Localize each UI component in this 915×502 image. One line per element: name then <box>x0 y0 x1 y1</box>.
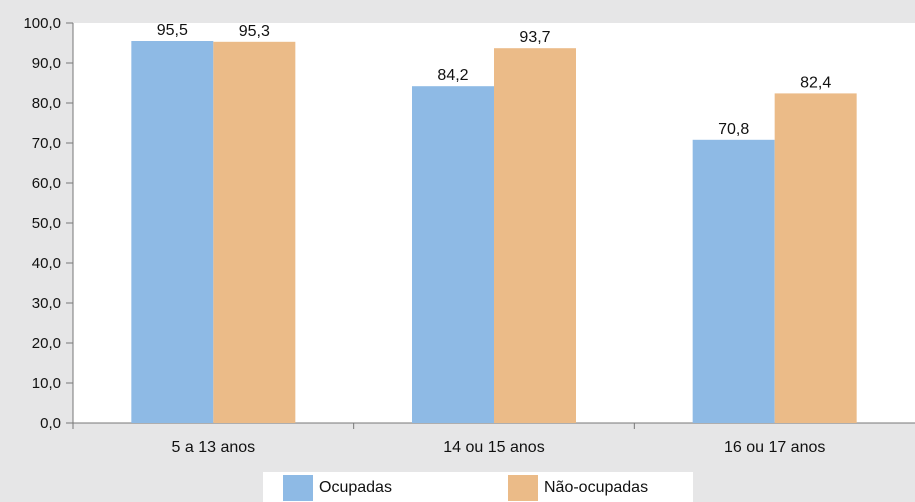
data-label-ocupadas: 84,2 <box>437 67 468 84</box>
bar-n-o-ocupadas <box>774 93 857 424</box>
data-label-n-o-ocupadas: 93,7 <box>519 29 550 46</box>
y-tick-label: 20,0 <box>32 335 61 352</box>
data-label-n-o-ocupadas: 95,3 <box>239 23 270 40</box>
y-tick-label: 100,0 <box>23 15 61 32</box>
bar-n-o-ocupadas <box>213 41 296 424</box>
data-label-ocupadas: 70,8 <box>718 121 749 138</box>
y-tick-label: 40,0 <box>32 255 61 272</box>
legend-label-ocupadas: Ocupadas <box>319 479 392 496</box>
y-tick-label: 70,0 <box>32 135 61 152</box>
legend: Ocupadas Não-ocupadas <box>263 472 693 502</box>
x-category-label: 16 ou 17 anos <box>724 439 825 456</box>
data-label-n-o-ocupadas: 82,4 <box>800 74 831 91</box>
y-tick-label: 50,0 <box>32 215 61 232</box>
bar-ocupadas <box>692 139 775 424</box>
legend-item-ocupadas: Ocupadas <box>283 475 392 501</box>
bar-ocupadas <box>412 86 494 423</box>
bar-ocupadas <box>131 41 214 423</box>
bar-chart: 0,0 10,0 20,0 30,0 40,0 50,0 60,0 70,0 80,0 90,0 1… <box>23 15 915 456</box>
data-label-ocupadas: 95,5 <box>157 22 188 39</box>
bar-n-o-ocupadas <box>494 48 576 423</box>
y-tick-label: 0,0 <box>40 415 61 432</box>
y-tick-label: 60,0 <box>32 175 61 192</box>
y-tick-label: 80,0 <box>32 95 61 112</box>
legend-swatch-nao-ocupadas <box>508 475 538 501</box>
x-category-label: 14 ou 15 anos <box>443 439 544 456</box>
legend-label-nao-ocupadas: Não-ocupadas <box>544 479 649 496</box>
y-tick-label: 90,0 <box>32 55 61 72</box>
y-tick-label: 10,0 <box>32 375 61 392</box>
legend-swatch-ocupadas <box>283 475 313 501</box>
x-category-label: 5 a 13 anos <box>172 439 256 456</box>
legend-item-nao-ocupadas: Não-ocupadas <box>508 475 649 501</box>
y-tick-label: 30,0 <box>32 295 61 312</box>
